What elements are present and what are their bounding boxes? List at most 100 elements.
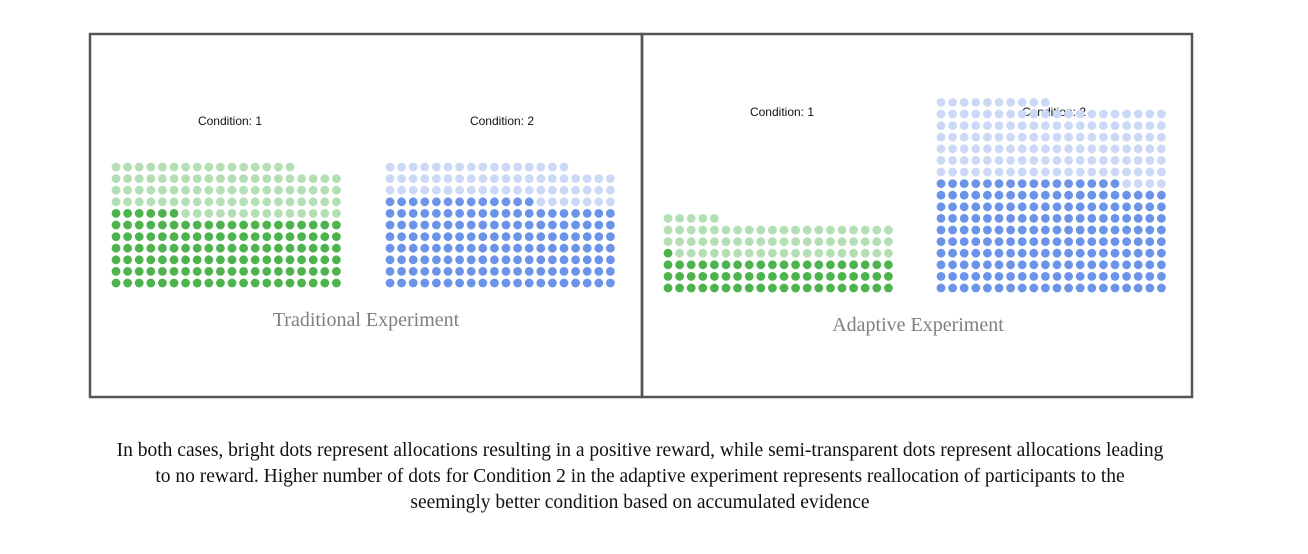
no-reward-dot [1133,179,1143,189]
reward-dot [1017,260,1027,270]
reward-dot [1099,248,1108,258]
no-reward-dot [1122,167,1131,177]
no-reward-dot [686,214,696,223]
no-reward-dot [192,185,202,195]
reward-dot [663,248,673,258]
no-reward-dot [285,197,295,207]
no-reward-dot [158,197,167,207]
no-reward-dot [994,167,1004,177]
no-reward-dot [1157,144,1166,154]
no-reward-dot [443,174,453,184]
no-reward-dot [994,109,1004,119]
reward-dot [385,243,395,253]
reward-dot [513,255,522,265]
no-reward-dot [250,197,260,207]
reward-dot [971,283,981,293]
reward-dot [1122,214,1131,223]
reward-dot [385,267,395,276]
no-reward-dot [756,225,766,235]
no-reward-dot [721,248,731,258]
reward-dot [1099,225,1108,235]
no-reward-dot [466,185,476,195]
reward-dot [994,283,1004,293]
reward-dot [698,260,708,270]
reward-dot [146,232,156,242]
reward-dot [397,197,406,207]
reward-dot [1099,202,1108,212]
reward-dot [559,232,569,242]
reward-dot [1133,202,1143,212]
reward-dot [1145,202,1155,212]
no-reward-dot [959,132,969,142]
no-reward-dot [548,197,557,207]
no-reward-dot [571,185,580,195]
reward-dot [744,283,754,293]
reward-dot [524,255,534,265]
reward-dot [297,278,306,288]
no-reward-dot [698,214,708,223]
no-reward-dot [779,225,789,235]
no-reward-dot [1017,132,1027,142]
no-reward-dot [1075,109,1085,119]
reward-dot [397,243,406,253]
reward-dot [1064,260,1073,270]
reward-dot [111,243,121,253]
no-reward-dot [959,121,969,130]
reward-dot [768,260,777,270]
no-reward-dot [849,225,858,235]
reward-dot [1041,272,1050,281]
no-reward-dot [744,225,754,235]
reward-dot [169,243,179,253]
no-reward-dot [1122,109,1131,119]
reward-dot [1052,190,1062,200]
no-reward-dot [1017,121,1027,130]
no-reward-dot [524,185,534,195]
no-reward-dot [308,185,318,195]
no-reward-dot [192,174,202,184]
no-reward-dot [204,174,214,184]
reward-dot [227,243,237,253]
no-reward-dot [146,185,156,195]
no-reward-dot [320,209,330,218]
no-reward-dot [1133,156,1143,165]
no-reward-dot [501,185,511,195]
no-reward-dot [983,121,992,130]
reward-dot [443,197,453,207]
traditional-panel-title: Traditional Experiment [273,309,460,331]
reward-dot [1041,248,1050,258]
caption-line-1: In both cases, bright dots represent all… [116,440,1164,461]
reward-dot [959,248,969,258]
reward-dot [1087,190,1097,200]
reward-dot [983,202,992,212]
reward-dot [408,220,418,230]
reward-dot [250,243,260,253]
reward-dot [524,232,534,242]
reward-dot [216,278,225,288]
no-reward-dot [826,225,835,235]
reward-dot [721,272,731,281]
no-reward-dot [1029,98,1039,107]
no-reward-dot [686,237,696,247]
reward-dot [1041,225,1050,235]
no-reward-dot [768,225,777,235]
reward-dot [123,255,132,265]
reward-dot [432,232,441,242]
no-reward-dot [606,174,615,184]
reward-dot [420,232,430,242]
reward-dot [1075,225,1085,235]
reward-dot [1110,202,1120,212]
reward-dot [408,243,418,253]
no-reward-dot [285,162,295,172]
reward-dot [994,260,1004,270]
reward-dot [181,255,191,265]
reward-dot [872,260,882,270]
reward-dot [1041,190,1050,200]
no-reward-dot [274,197,283,207]
reward-dot [814,272,824,281]
reward-dot [420,197,430,207]
no-reward-dot [837,248,847,258]
reward-dot [455,278,464,288]
reward-dot [466,209,476,218]
no-reward-dot [192,162,202,172]
reward-dot [146,243,156,253]
